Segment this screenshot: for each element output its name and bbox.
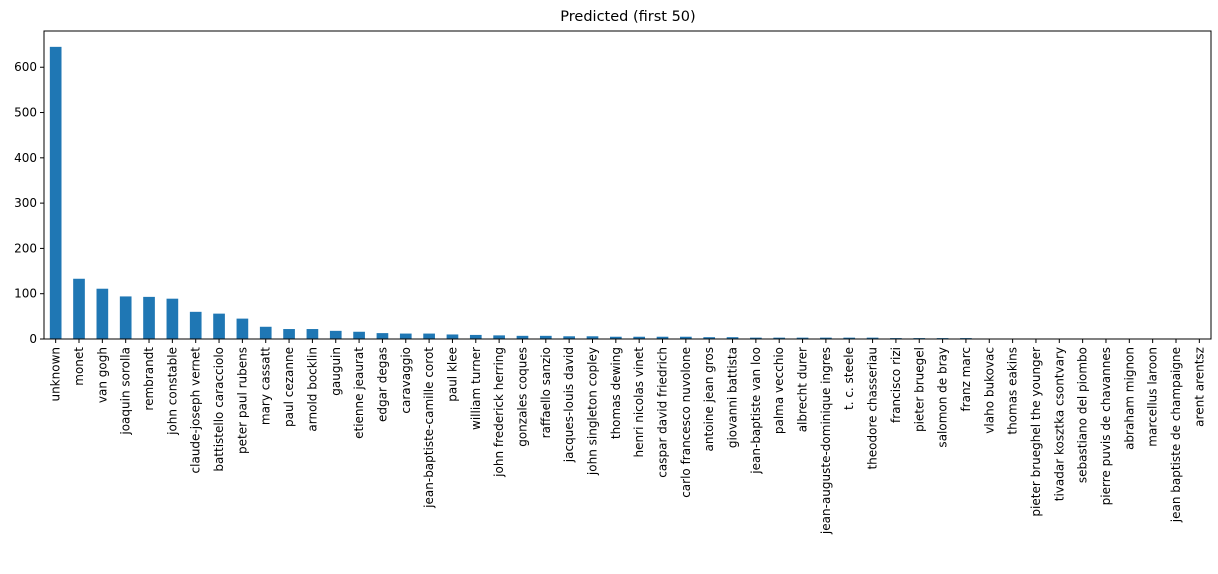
x-tick-label: jean-baptiste van loo <box>749 347 763 475</box>
x-tick-label: joaquin sorolla <box>119 347 133 436</box>
x-tick-label: caspar david friedrich <box>656 347 670 478</box>
x-tick-label: carlo francesco nuvolone <box>679 347 693 498</box>
x-tick-label: antoine jean gros <box>702 347 716 452</box>
bar-23 <box>586 336 599 339</box>
bar-12 <box>329 330 342 339</box>
bar-35 <box>866 337 879 339</box>
bar-24 <box>609 336 622 339</box>
plot-frame <box>43 30 1212 340</box>
x-tick-label: thomas dewing <box>609 347 623 439</box>
x-tick-label: battistello caracciolo <box>212 347 226 472</box>
bar-21 <box>539 335 552 339</box>
bar-0 <box>49 46 62 340</box>
bar-31 <box>773 337 786 339</box>
bar-7 <box>213 313 225 339</box>
bar-22 <box>563 336 575 339</box>
x-tick-label: sebastiano del piombo <box>1076 347 1090 483</box>
x-tick-label: caravaggio <box>399 347 413 414</box>
bar-26 <box>656 336 669 339</box>
x-tick-label: marcellus laroon <box>1146 347 1160 447</box>
x-tick-label: john constable <box>165 347 179 436</box>
x-tick-label: theodore chasseriau <box>866 347 880 470</box>
bar-16 <box>423 333 435 339</box>
x-tick-label: henri nicolas vinet <box>632 347 646 458</box>
x-tick-label: william turner <box>469 347 483 430</box>
bar-27 <box>680 336 692 339</box>
chart-title: Predicted (first 50) <box>560 9 695 25</box>
bar-10 <box>283 329 295 339</box>
bar-5 <box>166 298 179 339</box>
y-tick-label: 300 <box>14 196 37 210</box>
bar-17 <box>446 334 459 339</box>
x-tick-label: abraham mignon <box>1122 347 1136 450</box>
x-tick-label: thomas eakins <box>1006 347 1020 435</box>
x-tick-label: giovanni battista <box>726 347 740 448</box>
x-tick-label: van gogh <box>95 347 109 403</box>
bar-15 <box>399 333 412 339</box>
y-tick-label: 500 <box>14 106 37 120</box>
x-tick-label: palma vecchio <box>772 347 786 434</box>
x-tick-label: jean baptiste de champaigne <box>1169 347 1183 523</box>
bar-34 <box>843 337 856 339</box>
x-tick-label: arent arentsz <box>1192 347 1206 427</box>
x-tick-label: john singleton copley <box>585 347 599 476</box>
bar-1 <box>73 278 85 339</box>
y-tick-label: 600 <box>14 60 37 74</box>
bar-4 <box>143 296 155 339</box>
x-tick-label: franz marc <box>959 347 973 412</box>
x-tick-label: jacques-louis david <box>562 347 576 463</box>
x-tick-label: gauguin <box>329 347 343 396</box>
bar-6 <box>189 311 202 339</box>
x-tick-label: mary cassatt <box>259 347 273 425</box>
x-tick-label: unknown <box>49 347 63 402</box>
x-tick-label: paul klee <box>445 347 459 402</box>
bar-11 <box>306 329 319 339</box>
y-tick-label: 0 <box>29 332 37 346</box>
bar-9 <box>259 326 272 339</box>
bar-33 <box>820 337 832 339</box>
bar-28 <box>703 337 716 339</box>
x-tick-label: raffaello sanzio <box>539 347 553 438</box>
x-tick-label: monet <box>72 347 86 386</box>
bar-25 <box>633 336 646 339</box>
bar-8 <box>236 318 249 339</box>
bar-2 <box>96 288 109 339</box>
x-tick-label: pieter brueghel the younger <box>1029 347 1043 517</box>
bar-3 <box>119 296 132 339</box>
x-tick-label: arnold bocklin <box>305 347 319 432</box>
x-tick-label: claude-joseph vernet <box>189 347 203 474</box>
x-tick-label: albrecht durer <box>796 347 810 432</box>
x-tick-label: salomon de bray <box>936 347 950 448</box>
x-tick-label: pierre puvis de chavannes <box>1099 347 1113 505</box>
y-tick-label: 100 <box>14 287 37 301</box>
bar-29 <box>726 337 739 339</box>
bar-13 <box>353 331 365 339</box>
bar-20 <box>516 335 529 339</box>
x-axis: unknown monet van gogh joaquin sorolla rembr… <box>49 339 1206 535</box>
bar-30 <box>750 337 762 339</box>
y-tick-label: 400 <box>14 151 37 165</box>
x-tick-label: john frederick herring <box>492 347 506 478</box>
x-tick-label: edgar degas <box>375 347 389 422</box>
x-tick-label: francisco rizi <box>889 347 903 423</box>
bar-32 <box>796 337 809 339</box>
bar-19 <box>493 335 505 339</box>
x-tick-label: pieter bruegel <box>912 347 926 432</box>
x-tick-label: vlaho bukovac <box>982 347 996 434</box>
x-tick-label: gonzales coques <box>515 347 529 447</box>
y-axis: 0 100 200 300 400 500 600 <box>14 60 44 346</box>
bar-14 <box>376 333 389 339</box>
bars-group <box>49 46 1206 340</box>
x-tick-label: jean-baptiste-camille corot <box>422 347 436 509</box>
x-tick-label: paul cezanne <box>282 347 296 427</box>
y-tick-label: 200 <box>14 241 37 255</box>
x-tick-label: t. c. steele <box>842 347 856 410</box>
x-tick-label: rembrandt <box>142 347 156 411</box>
x-tick-label: peter paul rubens <box>235 347 249 454</box>
x-tick-label: tivadar kosztka csontvary <box>1052 347 1066 501</box>
x-tick-label: etienne jeaurat <box>352 347 366 439</box>
x-tick-label: jean-auguste-dominique ingres <box>819 347 833 535</box>
bar-18 <box>469 334 482 339</box>
